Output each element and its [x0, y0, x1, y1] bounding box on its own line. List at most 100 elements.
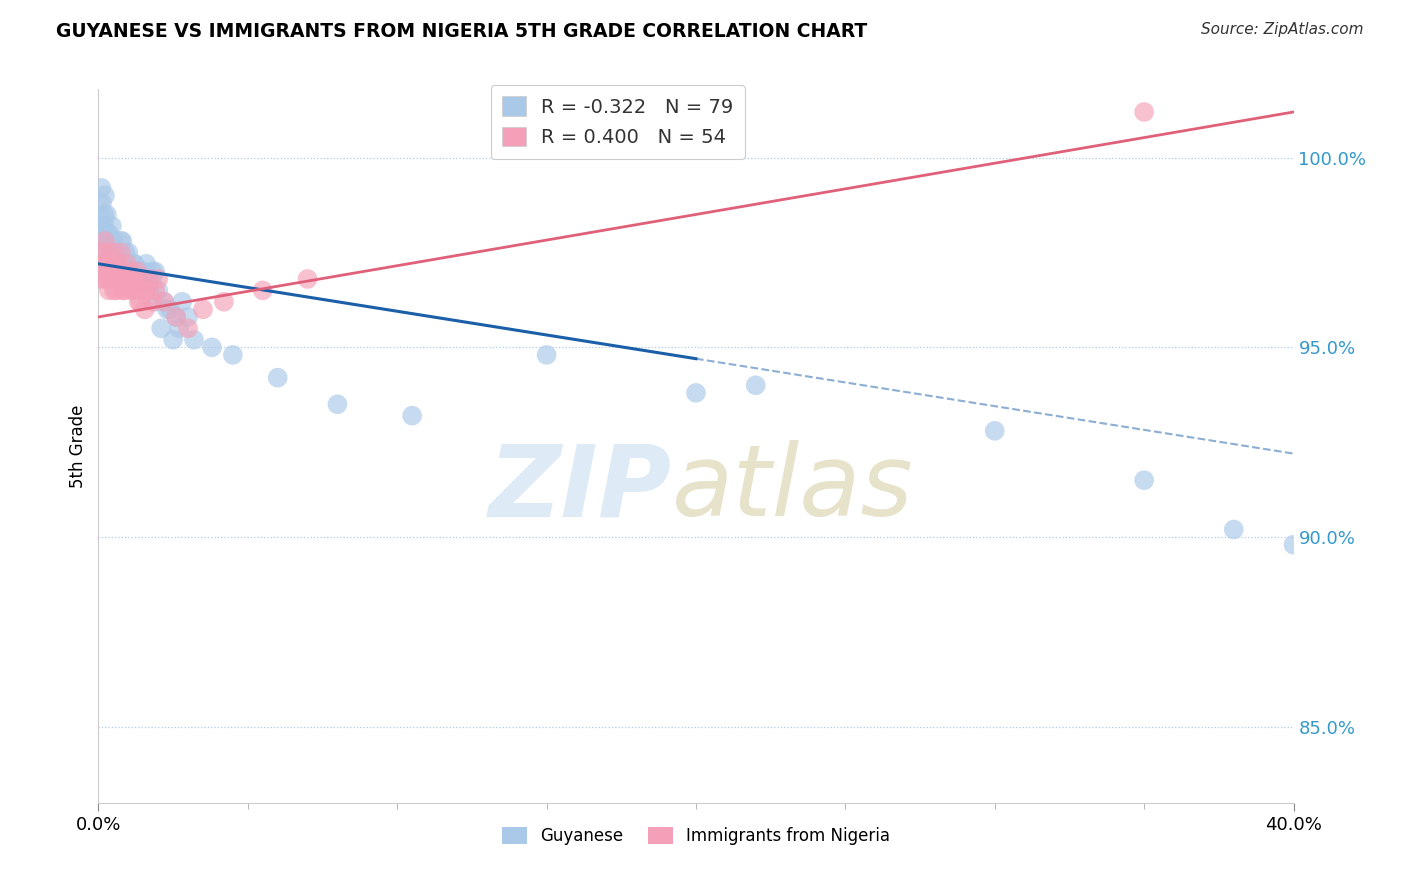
- Point: [201, 340, 224, 354]
- Point: [117, 272, 139, 286]
- Point: [120, 272, 142, 286]
- Point: [165, 310, 187, 324]
- Point: [112, 284, 135, 298]
- Text: ZIP: ZIP: [489, 441, 672, 537]
- Point: [90, 245, 112, 260]
- Point: [191, 302, 214, 317]
- Point: [100, 257, 122, 271]
- Point: [1133, 105, 1156, 120]
- Point: [89, 234, 111, 248]
- Point: [252, 284, 274, 298]
- Point: [93, 219, 115, 233]
- Point: [143, 294, 166, 309]
- Point: [136, 284, 159, 298]
- Point: [103, 264, 125, 278]
- Point: [91, 257, 114, 271]
- Point: [115, 257, 138, 271]
- Point: [167, 321, 190, 335]
- Point: [121, 284, 143, 298]
- Point: [90, 207, 112, 221]
- Legend: Guyanese, Immigrants from Nigeria: Guyanese, Immigrants from Nigeria: [495, 820, 897, 852]
- Point: [132, 272, 155, 286]
- Point: [90, 219, 112, 233]
- Point: [124, 257, 146, 271]
- Point: [108, 272, 131, 286]
- Point: [685, 385, 707, 400]
- Point: [153, 294, 176, 309]
- Point: [131, 284, 153, 298]
- Point: [110, 234, 132, 248]
- Point: [143, 264, 166, 278]
- Point: [104, 257, 127, 271]
- Point: [101, 272, 124, 286]
- Point: [105, 245, 128, 260]
- Point: [212, 294, 235, 309]
- Point: [148, 272, 170, 286]
- Point: [120, 284, 142, 298]
- Point: [105, 272, 128, 286]
- Point: [165, 310, 187, 324]
- Point: [141, 272, 163, 286]
- Point: [101, 234, 124, 248]
- Point: [125, 272, 148, 286]
- Point: [138, 284, 160, 298]
- Point: [267, 370, 290, 384]
- Point: [93, 245, 115, 260]
- Point: [148, 284, 170, 298]
- Y-axis label: 5th Grade: 5th Grade: [69, 404, 87, 488]
- Point: [107, 257, 129, 271]
- Point: [97, 284, 120, 298]
- Text: Source: ZipAtlas.com: Source: ZipAtlas.com: [1201, 22, 1364, 37]
- Point: [141, 294, 163, 309]
- Point: [89, 272, 111, 286]
- Point: [114, 264, 136, 278]
- Point: [94, 245, 117, 260]
- Point: [156, 302, 179, 317]
- Point: [91, 257, 114, 271]
- Point: [97, 272, 120, 286]
- Point: [94, 245, 117, 260]
- Point: [94, 188, 117, 202]
- Point: [177, 310, 200, 324]
- Point: [127, 284, 149, 298]
- Point: [177, 321, 200, 335]
- Point: [93, 207, 115, 221]
- Point: [129, 264, 152, 278]
- Point: [104, 264, 127, 278]
- Point: [103, 284, 125, 298]
- Point: [94, 234, 117, 248]
- Point: [103, 245, 125, 260]
- Point: [111, 264, 134, 278]
- Point: [1133, 473, 1156, 487]
- Point: [138, 272, 160, 286]
- Point: [128, 294, 150, 309]
- Point: [96, 207, 118, 221]
- Point: [536, 348, 558, 362]
- Point: [153, 294, 176, 309]
- Point: [97, 227, 120, 241]
- Point: [94, 234, 117, 248]
- Point: [124, 272, 146, 286]
- Point: [135, 257, 157, 271]
- Point: [222, 348, 245, 362]
- Point: [1282, 538, 1305, 552]
- Text: atlas: atlas: [672, 441, 914, 537]
- Point: [127, 264, 149, 278]
- Point: [401, 409, 423, 423]
- Point: [91, 234, 114, 248]
- Point: [1223, 523, 1246, 537]
- Point: [107, 245, 129, 260]
- Point: [91, 227, 114, 241]
- Point: [124, 257, 146, 271]
- Point: [91, 196, 114, 211]
- Point: [132, 264, 155, 278]
- Point: [90, 181, 112, 195]
- Point: [984, 424, 1007, 438]
- Point: [111, 257, 134, 271]
- Point: [129, 284, 152, 298]
- Point: [117, 245, 139, 260]
- Point: [112, 272, 135, 286]
- Point: [108, 264, 131, 278]
- Text: GUYANESE VS IMMIGRANTS FROM NIGERIA 5TH GRADE CORRELATION CHART: GUYANESE VS IMMIGRANTS FROM NIGERIA 5TH …: [56, 22, 868, 41]
- Point: [150, 321, 173, 335]
